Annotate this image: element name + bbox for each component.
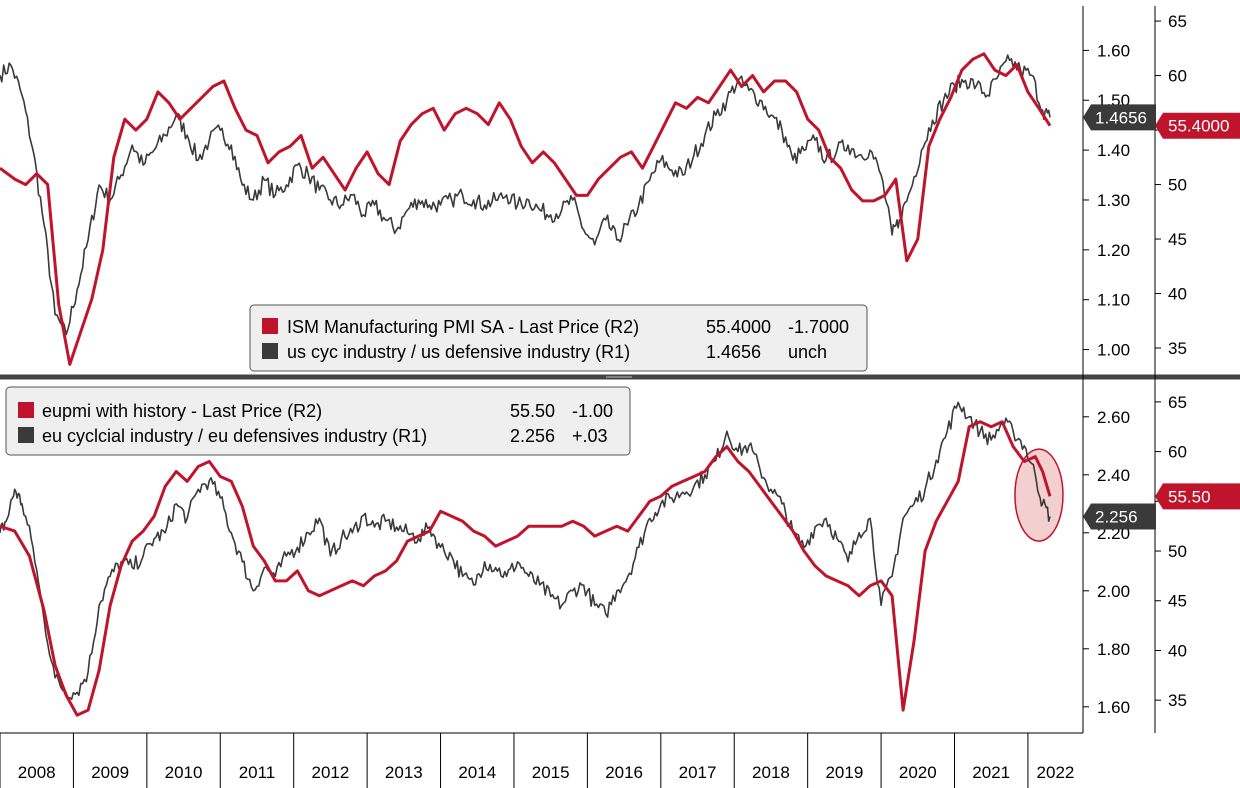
top-ratio-last-callout (1083, 104, 1156, 131)
top-ratio-last-label: 1.4656 (1095, 108, 1147, 127)
bottom-series-group (0, 401, 1052, 717)
top-legend-name-1: us cyc industry / us defensive industry … (287, 342, 630, 362)
bottom-right-tick-label: 35 (1168, 691, 1187, 710)
bottom-legend: eupmi with history - Last Price (R2) 55.… (5, 386, 631, 456)
top-right-tick-label: 45 (1168, 230, 1187, 249)
bottom-legend-swatch-black (18, 427, 34, 443)
bottom-pmi-last-callout (1155, 483, 1240, 510)
x-tick-label: 2020 (899, 763, 937, 782)
bottom-left-tick-label: 1.60 (1097, 698, 1130, 717)
bottom-left-tick-label: 2.40 (1097, 466, 1130, 485)
bottom-series-pmi-line (0, 420, 1052, 717)
top-pmi-last-label: 55.4000 (1168, 117, 1229, 136)
x-tick-label: 2012 (311, 763, 349, 782)
top-legend-value-1: 1.4656 (706, 342, 761, 362)
bottom-pmi-last-label: 55.50 (1168, 487, 1211, 506)
top-left-tick-label: 1.00 (1097, 341, 1130, 360)
top-panel: 1.001.101.201.301.401.501.60 35404550556… (0, 12, 1240, 366)
x-tick-label: 2008 (18, 763, 56, 782)
bottom-right-tick-label: 65 (1168, 393, 1187, 412)
bottom-right-tick-label: 60 (1168, 443, 1187, 462)
top-right-tick-label: 35 (1168, 339, 1187, 358)
bottom-legend-swatch-red (18, 402, 34, 418)
x-tick-label: 2015 (532, 763, 570, 782)
bottom-left-tick-label: 2.00 (1097, 582, 1130, 601)
bottom-panel: 1.601.802.002.202.402.60 35404550556065 … (0, 393, 1240, 717)
bottom-left-tick-label: 1.80 (1097, 640, 1130, 659)
top-series-group (0, 52, 1052, 366)
top-right-tick-label: 60 (1168, 67, 1187, 86)
bottom-right-tick-label: 40 (1168, 641, 1187, 660)
x-tick-label: 2014 (458, 763, 496, 782)
top-series-pmi-line (0, 52, 1052, 366)
x-tick-label: 2022 (1037, 763, 1075, 782)
bottom-right-axis: 35404550556065 (1155, 393, 1187, 710)
x-tick-label: 2013 (385, 763, 423, 782)
bottom-ratio-last-callout (1083, 503, 1156, 530)
bottom-legend-change-1: +.03 (572, 426, 608, 446)
top-right-tick-label: 65 (1168, 12, 1187, 31)
top-legend-name-0: ISM Manufacturing PMI SA - Last Price (R… (287, 317, 639, 337)
top-left-tick-label: 1.40 (1097, 141, 1130, 160)
top-left-tick-label: 1.20 (1097, 241, 1130, 260)
x-tick-label: 2009 (91, 763, 129, 782)
top-left-axis: 1.001.101.201.301.401.501.60 (1083, 41, 1130, 360)
bottom-left-tick-label: 2.60 (1097, 408, 1130, 427)
x-axis: 2008 2009 2010 2011 2012 2013 2014 2015 2016 2017… (0, 733, 1074, 788)
bottom-right-tick-label: 50 (1168, 542, 1187, 561)
bottom-legend-change-0: -1.00 (572, 401, 613, 421)
bottom-legend-value-0: 55.50 (510, 401, 555, 421)
bottom-legend-name-0: eupmi with history - Last Price (R2) (42, 401, 322, 421)
top-legend-value-0: 55.4000 (706, 317, 771, 337)
bottom-legend-value-1: 2.256 (510, 426, 555, 446)
top-callouts: 55.4000 1.4656 (1083, 104, 1240, 139)
top-legend-change-1: unch (788, 342, 827, 362)
top-legend-swatch-black (262, 343, 278, 359)
bottom-callouts: 55.50 2.256 (1083, 483, 1240, 530)
x-tick-label: 2021 (972, 763, 1010, 782)
bottom-ratio-last-label: 2.256 (1095, 508, 1138, 527)
bottom-legend-name-1: eu cyclcial industry / eu defensives ind… (42, 426, 427, 446)
top-legend-change-0: -1.7000 (788, 317, 849, 337)
x-tick-label: 2010 (165, 763, 203, 782)
top-series-ratio-line (0, 54, 1051, 336)
top-legend-swatch-red (262, 318, 278, 334)
top-legend: ISM Manufacturing PMI SA - Last Price (R… (249, 304, 868, 372)
top-left-tick-label: 1.60 (1097, 41, 1130, 60)
top-right-axis: 35404550556065 (1155, 12, 1187, 358)
bottom-left-axis: 1.601.802.002.202.402.60 (1083, 408, 1130, 717)
bottom-series-ratio-line (0, 401, 1051, 701)
x-tick-label: 2019 (825, 763, 863, 782)
x-tick-label: 2017 (679, 763, 717, 782)
top-pmi-last-callout (1155, 112, 1240, 139)
x-tick-label: 2018 (752, 763, 790, 782)
bottom-right-tick-label: 45 (1168, 592, 1187, 611)
bottom-legend-box (5, 386, 631, 456)
top-left-tick-label: 1.30 (1097, 191, 1130, 210)
x-tick-label: 2016 (605, 763, 643, 782)
top-right-tick-label: 40 (1168, 285, 1187, 304)
top-legend-box (249, 304, 868, 372)
top-right-tick-label: 50 (1168, 176, 1187, 195)
x-tick-label: 2011 (239, 763, 276, 782)
top-left-tick-label: 1.10 (1097, 291, 1130, 310)
